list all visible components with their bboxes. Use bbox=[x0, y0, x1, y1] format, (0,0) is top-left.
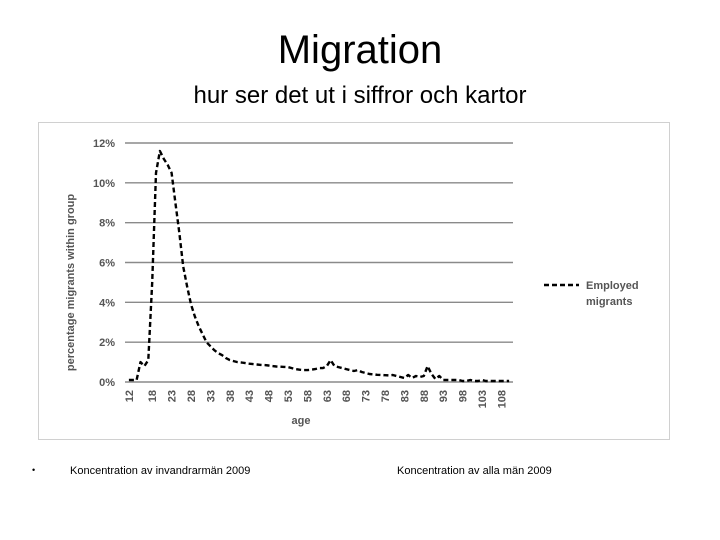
x-tick-label: 93 bbox=[438, 390, 450, 402]
chart-frame: 0% 2% 4% 6% 8% 10% 12% 12 18 23 28 33 38 43 48 53 58 63 68… bbox=[38, 122, 670, 440]
x-tick-label: 83 bbox=[399, 390, 411, 402]
x-tick-label: 88 bbox=[419, 390, 431, 402]
x-tick-label: 12 bbox=[124, 390, 136, 402]
x-tick-label: 98 bbox=[458, 390, 470, 402]
y-tick-label: 4% bbox=[99, 297, 115, 309]
y-tick-label: 8% bbox=[99, 218, 115, 230]
x-axis-label: age bbox=[292, 415, 311, 427]
x-tick-label: 58 bbox=[302, 390, 314, 402]
x-tick-label: 28 bbox=[186, 390, 198, 402]
x-tick-label: 23 bbox=[167, 390, 179, 402]
x-tick-label: 108 bbox=[496, 390, 508, 408]
x-tick-label: 18 bbox=[147, 390, 159, 402]
caption-all-men: Koncentration av alla män 2009 bbox=[397, 465, 552, 477]
x-tick-label: 103 bbox=[477, 390, 489, 408]
x-tick-label: 63 bbox=[322, 390, 334, 402]
x-tick-label: 73 bbox=[361, 390, 373, 402]
legend-label: migrants bbox=[586, 296, 632, 308]
y-axis-label: percentage migrants within group bbox=[65, 194, 77, 372]
x-tick-label: 38 bbox=[225, 390, 237, 402]
slide-title: Migration bbox=[277, 28, 443, 72]
x-tick-label: 48 bbox=[264, 390, 276, 402]
y-tick-label: 10% bbox=[93, 178, 115, 190]
line-chart: 0% 2% 4% 6% 8% 10% 12% 12 18 23 28 33 38 43 48 53 58 63 68… bbox=[65, 138, 639, 427]
slide-subtitle: hur ser det ut i siffror och kartor bbox=[193, 82, 527, 109]
bullet-marker: • bbox=[32, 465, 36, 475]
x-tick-label: 33 bbox=[205, 390, 217, 402]
caption-immigrant-men: Koncentration av invandrarmän 2009 bbox=[70, 465, 251, 477]
y-tick-label: 12% bbox=[93, 138, 115, 150]
y-tick-label: 2% bbox=[99, 337, 115, 349]
y-tick-label: 0% bbox=[99, 377, 115, 389]
x-tick-label: 53 bbox=[283, 390, 295, 402]
x-tick-label: 78 bbox=[380, 390, 392, 402]
x-tick-label: 43 bbox=[244, 390, 256, 402]
series-line-employed-migrants bbox=[128, 149, 510, 383]
legend-label: Employed bbox=[586, 280, 639, 292]
y-tick-label: 6% bbox=[99, 258, 115, 270]
x-tick-label: 68 bbox=[341, 390, 353, 402]
